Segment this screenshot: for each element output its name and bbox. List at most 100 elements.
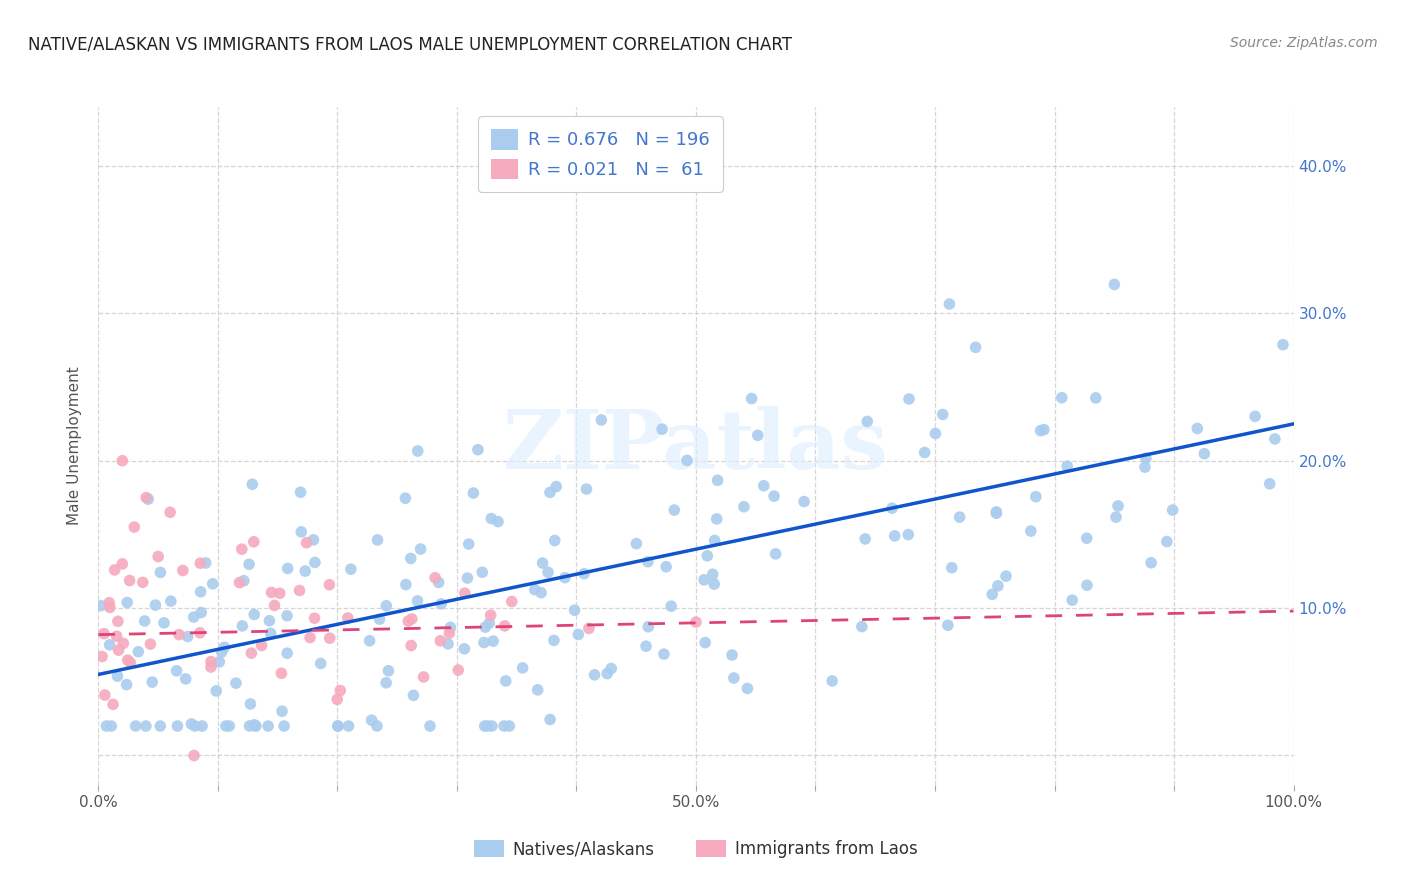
Point xyxy=(304,611,326,625)
Point xyxy=(1244,409,1267,424)
Point xyxy=(423,571,446,585)
Point xyxy=(1258,476,1281,491)
Point xyxy=(290,524,312,539)
Point xyxy=(127,645,149,659)
Point xyxy=(406,444,429,458)
Point xyxy=(706,512,728,526)
Point xyxy=(995,569,1018,583)
Point xyxy=(145,598,167,612)
Point xyxy=(91,649,114,664)
Point xyxy=(1161,503,1184,517)
Point xyxy=(427,575,450,590)
Point xyxy=(454,586,477,600)
Point xyxy=(141,675,163,690)
Point xyxy=(1029,424,1052,438)
Point xyxy=(472,635,495,649)
Point xyxy=(167,627,190,641)
Point xyxy=(115,595,138,609)
Point xyxy=(98,600,121,615)
Point xyxy=(941,560,963,574)
Point xyxy=(696,549,718,563)
Point xyxy=(326,719,349,733)
Point xyxy=(375,675,398,690)
Point xyxy=(596,666,619,681)
Point xyxy=(429,633,451,648)
Point xyxy=(564,603,586,617)
Point xyxy=(543,633,565,648)
Point xyxy=(93,626,115,640)
Point xyxy=(105,629,128,643)
Point xyxy=(1084,391,1107,405)
Point xyxy=(474,620,496,634)
Text: ZIPatlas: ZIPatlas xyxy=(503,406,889,486)
Point xyxy=(523,582,546,597)
Point xyxy=(526,682,548,697)
Point xyxy=(100,719,122,733)
Point xyxy=(124,719,146,733)
Point xyxy=(949,510,972,524)
Point xyxy=(531,556,554,570)
Point xyxy=(664,503,686,517)
Point xyxy=(177,630,200,644)
Point xyxy=(486,515,509,529)
Point xyxy=(148,549,170,564)
Point xyxy=(319,631,342,645)
Point xyxy=(634,639,657,653)
Point xyxy=(98,596,121,610)
Point xyxy=(159,505,181,519)
Point xyxy=(763,489,786,503)
Point xyxy=(479,511,502,525)
Point xyxy=(1050,391,1073,405)
Point xyxy=(299,631,322,645)
Point xyxy=(537,566,560,580)
Point xyxy=(205,684,228,698)
Point xyxy=(117,653,139,667)
Point xyxy=(243,534,266,549)
Point xyxy=(375,599,398,613)
Point xyxy=(924,426,946,441)
Point xyxy=(567,627,589,641)
Point xyxy=(430,597,453,611)
Point xyxy=(153,615,176,630)
Point xyxy=(419,719,441,733)
Point xyxy=(166,664,188,678)
Point xyxy=(1271,337,1294,351)
Point xyxy=(271,704,294,718)
Point xyxy=(544,533,567,548)
Point xyxy=(399,639,422,653)
Point xyxy=(326,719,349,733)
Point xyxy=(1107,499,1129,513)
Point xyxy=(1187,421,1209,435)
Point xyxy=(337,719,360,733)
Point xyxy=(259,626,281,640)
Point xyxy=(336,611,359,625)
Point xyxy=(120,656,142,670)
Point xyxy=(228,575,250,590)
Point xyxy=(538,713,561,727)
Point xyxy=(394,491,416,506)
Point xyxy=(1133,460,1156,475)
Point xyxy=(572,566,595,581)
Point xyxy=(304,556,326,570)
Point xyxy=(396,614,419,628)
Point xyxy=(107,643,129,657)
Point xyxy=(914,445,936,459)
Legend: Natives/Alaskans, Immigrants from Laos: Natives/Alaskans, Immigrants from Laos xyxy=(468,833,924,864)
Point xyxy=(183,748,205,763)
Point xyxy=(340,562,363,576)
Point xyxy=(986,505,1008,519)
Point xyxy=(360,713,382,727)
Point xyxy=(377,664,399,678)
Point xyxy=(880,501,903,516)
Point xyxy=(111,454,134,468)
Point xyxy=(498,719,520,733)
Point xyxy=(851,619,873,633)
Point xyxy=(723,671,745,685)
Point xyxy=(1264,432,1286,446)
Point xyxy=(180,717,202,731)
Point xyxy=(273,719,295,733)
Point xyxy=(1076,578,1098,592)
Point xyxy=(655,559,678,574)
Point xyxy=(702,567,724,582)
Point xyxy=(395,577,418,591)
